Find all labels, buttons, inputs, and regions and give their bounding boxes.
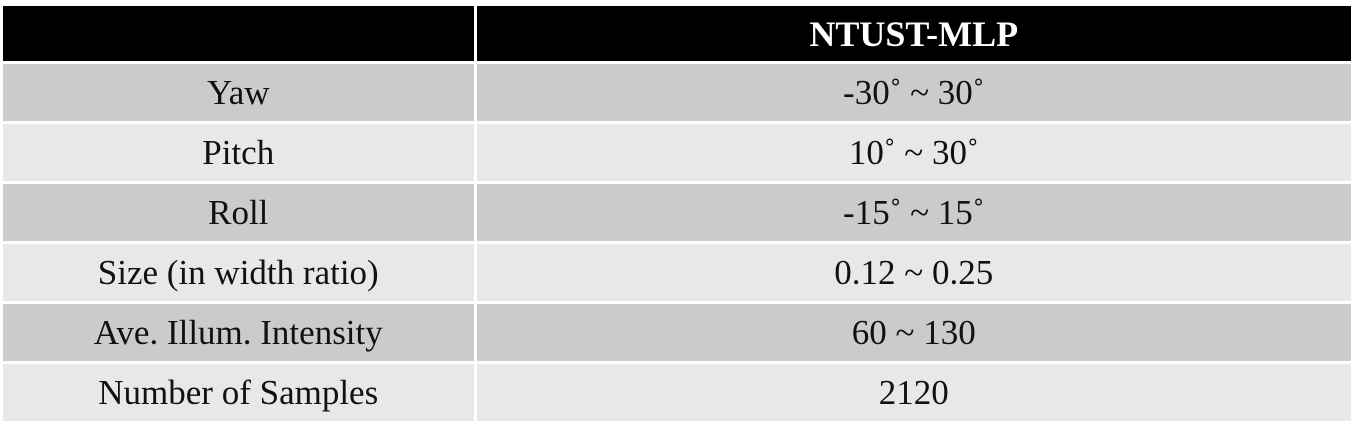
row-label: Number of Samples bbox=[3, 362, 477, 424]
header-cell-dataset: NTUST-MLP bbox=[475, 6, 1351, 64]
row-label: Roll bbox=[3, 182, 477, 244]
row-value: 0.12 ~ 0.25 bbox=[475, 242, 1351, 304]
dataset-table-container: NTUST-MLP Yaw -30˚ ~ 30˚ Pitch 10˚ ~ 30˚… bbox=[3, 6, 1351, 424]
row-value: 60 ~ 130 bbox=[475, 302, 1351, 364]
table-row: Size (in width ratio) 0.12 ~ 0.25 bbox=[3, 242, 1351, 304]
row-label: Ave. Illum. Intensity bbox=[3, 302, 477, 364]
table-row: Number of Samples 2120 bbox=[3, 362, 1351, 424]
table-row: Roll -15˚ ~ 15˚ bbox=[3, 182, 1351, 244]
row-value: 2120 bbox=[475, 362, 1351, 424]
table-row: Yaw -30˚ ~ 30˚ bbox=[3, 62, 1351, 124]
table-row: Ave. Illum. Intensity 60 ~ 130 bbox=[3, 302, 1351, 364]
row-label: Pitch bbox=[3, 122, 477, 184]
row-value: -30˚ ~ 30˚ bbox=[475, 62, 1351, 124]
table-header-row: NTUST-MLP bbox=[3, 6, 1351, 64]
table-row: Pitch 10˚ ~ 30˚ bbox=[3, 122, 1351, 184]
header-cell-empty bbox=[3, 6, 477, 64]
row-label: Yaw bbox=[3, 62, 477, 124]
row-value: 10˚ ~ 30˚ bbox=[475, 122, 1351, 184]
row-value: -15˚ ~ 15˚ bbox=[475, 182, 1351, 244]
dataset-table: NTUST-MLP Yaw -30˚ ~ 30˚ Pitch 10˚ ~ 30˚… bbox=[3, 6, 1351, 424]
row-label: Size (in width ratio) bbox=[3, 242, 477, 304]
